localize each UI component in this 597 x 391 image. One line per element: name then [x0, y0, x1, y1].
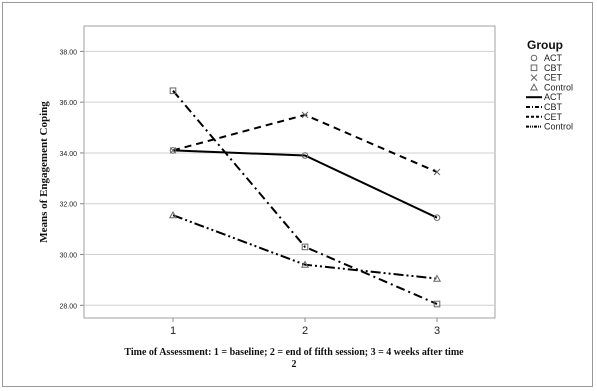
data-point-control [168, 210, 178, 219]
legend-marker-control [529, 83, 539, 91]
data-point-control [432, 274, 442, 282]
data-point-cbt [433, 300, 441, 308]
data-point-cet [301, 111, 309, 119]
x-axis-label-line-2: 2 [292, 359, 297, 370]
x-tick-label: 3 [434, 325, 440, 337]
legend-marker-act [530, 54, 538, 62]
x-tick-label: 1 [170, 325, 176, 337]
data-point-act [433, 214, 441, 222]
y-tick-label: 30.00 [59, 253, 77, 260]
legend-line-label: CET [544, 112, 563, 122]
series-line-act [172, 149, 438, 219]
chart-frame: 38.00 36.00 34.00 32.00 30.00 28.00 1 2 3 Means… [2, 2, 593, 387]
series-line-cbt [172, 90, 438, 305]
y-tick-label: 34.00 [59, 151, 77, 158]
y-tick-label: 28.00 [59, 303, 77, 310]
data-point-control [300, 260, 310, 268]
y-tick-label: 38.00 [59, 49, 77, 56]
legend-marker-cet [530, 74, 538, 81]
legend-title: Group [527, 38, 563, 52]
x-axis-label-line-1: Time of Assessment: 1 = baseline; 2 = en… [124, 347, 464, 358]
y-tick-label: 36.00 [59, 100, 77, 107]
y-axis-label: Means of Engagement Coping [38, 101, 50, 243]
data-point-cbt [301, 243, 309, 251]
series-line-control [172, 214, 438, 280]
data-point-cet [433, 168, 441, 176]
legend-marker-label: ACT [544, 53, 563, 63]
legend-line-label: CBT [544, 102, 563, 112]
legend-marker-label: CET [544, 73, 563, 83]
x-tick-label: 2 [302, 325, 308, 337]
legend-marker-cbt [530, 64, 538, 72]
data-point-cet [169, 147, 177, 154]
legend-line-label: Control [544, 122, 573, 132]
y-tick-label: 32.00 [59, 202, 77, 209]
legend-marker-label: Control [544, 82, 573, 92]
plot-area [83, 25, 496, 319]
data-point-act [301, 152, 309, 159]
line-chart: 38.00 36.00 34.00 32.00 30.00 28.00 1 2 3 Means… [38, 25, 573, 370]
legend-line-label: ACT [544, 92, 563, 102]
data-point-act [169, 147, 177, 154]
data-point-cbt [169, 87, 177, 95]
legend-marker-label: CBT [544, 63, 563, 73]
